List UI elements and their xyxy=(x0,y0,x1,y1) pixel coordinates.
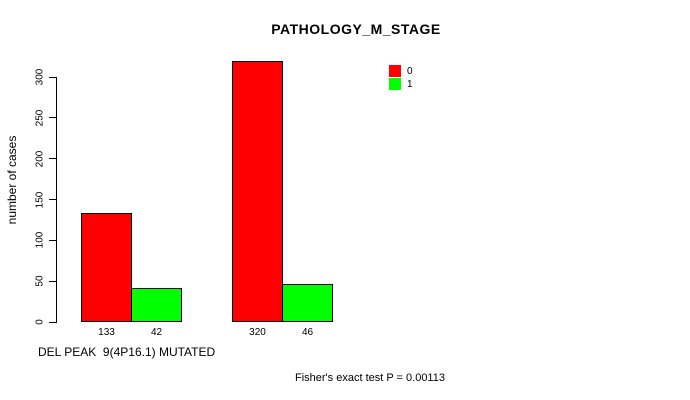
y-tick-label: 200 xyxy=(34,150,46,167)
legend-swatch-0 xyxy=(389,65,401,77)
chart-title: PATHOLOGY_M_STAGE xyxy=(271,21,441,37)
legend-label-0: 0 xyxy=(407,65,413,77)
y-tick-label: 300 xyxy=(34,68,46,86)
legend-swatch-1 xyxy=(389,78,401,90)
y-tick-label: 0 xyxy=(34,319,46,325)
bar-value-label: 42 xyxy=(150,327,163,338)
y-tick-label: 100 xyxy=(34,231,46,249)
y-tick-label: 50 xyxy=(34,275,46,287)
y-axis-tick xyxy=(49,117,56,119)
y-axis-tick xyxy=(49,158,56,160)
y-axis-tick xyxy=(49,199,56,200)
y-axis-tick xyxy=(49,280,56,282)
y-axis-tick xyxy=(49,239,56,241)
bar-group1-series-0 xyxy=(81,213,132,322)
y-axis-tick xyxy=(49,76,56,78)
y-axis-line xyxy=(56,77,57,323)
footnote: Fisher's exact test P = 0.00113 xyxy=(295,372,445,384)
legend-item-0: 0 xyxy=(389,65,413,77)
y-tick-label: 150 xyxy=(34,191,46,208)
bar-value-label: 46 xyxy=(301,327,314,338)
bar-value-label: 133 xyxy=(98,327,115,338)
x-axis-title: DEL PEAK 9(4P16.1) MUTATED xyxy=(38,345,216,359)
legend-label-1: 1 xyxy=(407,78,413,90)
bar-group2-series-0 xyxy=(232,61,283,322)
bar-value-label: 320 xyxy=(249,327,266,338)
y-axis-title: number of cases xyxy=(5,135,19,225)
legend-item-1: 1 xyxy=(389,78,413,90)
legend: 0 1 xyxy=(389,65,413,91)
y-axis-tick xyxy=(49,321,56,323)
bar-group1-series-1 xyxy=(131,288,182,322)
y-tick-label: 250 xyxy=(34,109,46,127)
bar-group2-series-1 xyxy=(282,284,333,322)
